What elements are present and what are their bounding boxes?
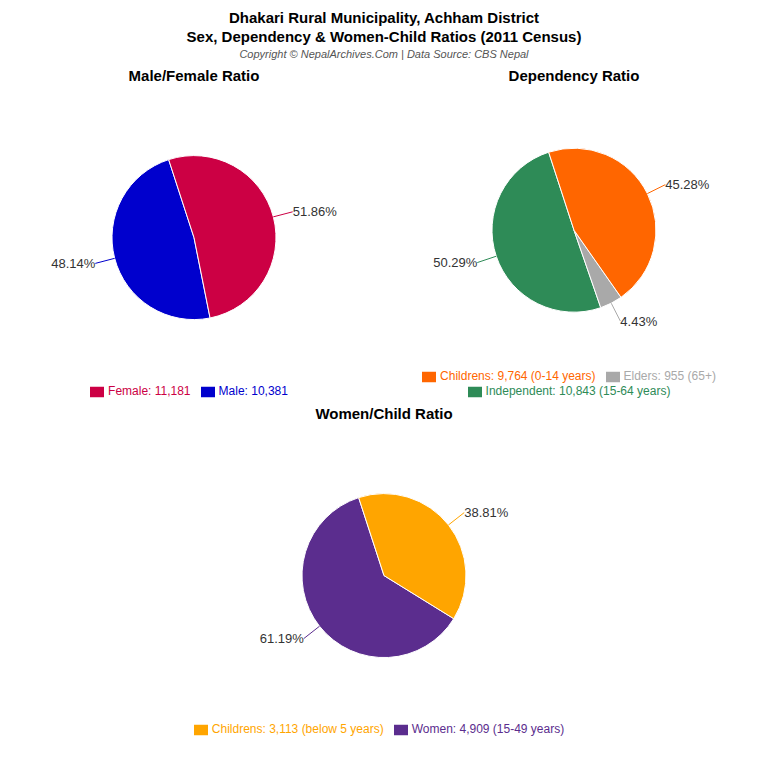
- html-text:Copyright © NepalArchives.Com: Copyright © NepalArchives.Com | Data Sou…: [239, 48, 529, 60]
- html-text:Elders: 955 (65+): Elders: 955 (65+): [623, 369, 716, 384]
- html-text:Male/Female Ratio: Male/Female Ratio: [128, 67, 260, 84]
- html-text:Childrens: 3,113 (below 5 year: Childrens: 3,113 (below 5 years): [211, 722, 384, 737]
- svg-text:38.81%: 38.81%: [464, 505, 509, 520]
- html-text:Sex, Dependency & Women-Child: Sex, Dependency & Women-Child Ratios (20…: [186, 28, 582, 45]
- svg-text:45.28%: 45.28%: [665, 177, 710, 192]
- svg-text:51.86%: 51.86%: [293, 204, 338, 219]
- html-text:Dhakari Rural Municipality, Ac: Dhakari Rural Municipality, Achham Distr…: [229, 9, 539, 26]
- html-text:Dependency Ratio: Dependency Ratio: [508, 67, 640, 84]
- html-text:Male: 10,381: Male: 10,381: [218, 384, 288, 399]
- svg-text:61.19%: 61.19%: [260, 631, 305, 646]
- html-text:Women: 4,909 (15-49 years): Women: 4,909 (15-49 years): [411, 722, 565, 737]
- html-text:Independent: 10,843 (15-64 yea: Independent: 10,843 (15-64 years): [485, 384, 671, 399]
- html-text:Female: 11,181: Female: 11,181: [108, 384, 191, 399]
- svg-text:4.43%: 4.43%: [620, 314, 657, 329]
- html-text:Childrens: 9,764 (0-14 years): Childrens: 9,764 (0-14 years): [440, 369, 596, 384]
- html-text:Women/Child Ratio: Women/Child Ratio: [315, 405, 453, 422]
- svg-text:50.29%: 50.29%: [433, 255, 478, 270]
- svg-text:48.14%: 48.14%: [51, 256, 96, 271]
